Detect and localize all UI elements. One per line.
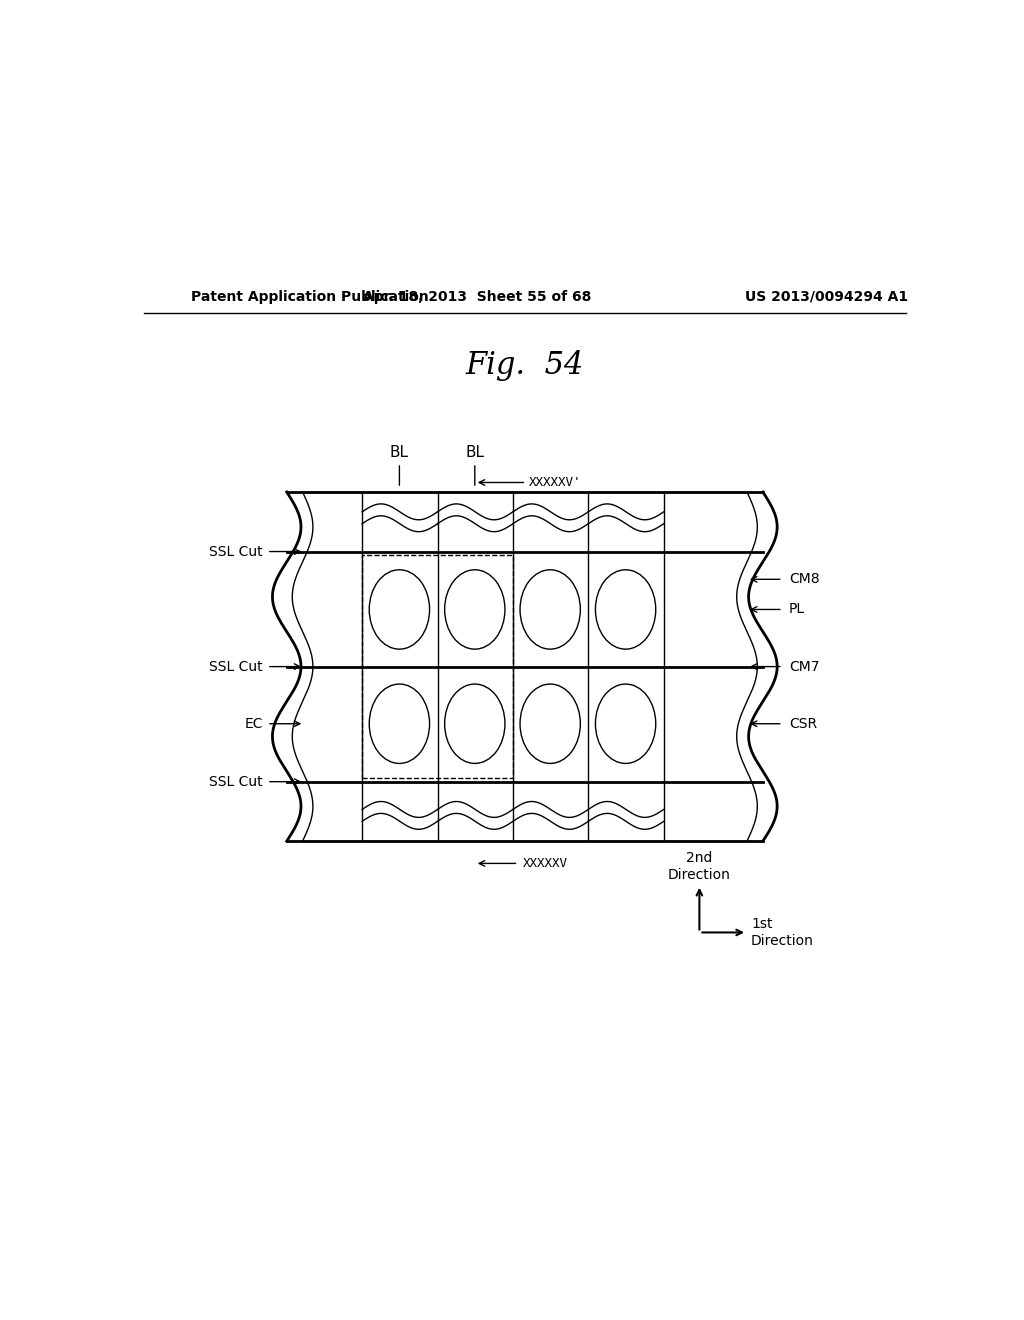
Text: XXXXXV: XXXXXV [522,857,567,870]
Text: Apr. 18, 2013  Sheet 55 of 68: Apr. 18, 2013 Sheet 55 of 68 [362,290,592,304]
Text: SSL Cut: SSL Cut [209,545,263,558]
Text: XXXXXV': XXXXXV' [528,477,582,488]
Text: CSR: CSR [790,717,817,731]
Text: 1st
Direction: 1st Direction [751,917,814,948]
Text: SSL Cut: SSL Cut [209,775,263,788]
Text: BL: BL [390,445,409,486]
Text: Patent Application Publication: Patent Application Publication [191,290,429,304]
Text: 2nd
Direction: 2nd Direction [668,851,731,882]
Text: CM8: CM8 [790,573,819,586]
Bar [362,556,513,777]
Text: US 2013/0094294 A1: US 2013/0094294 A1 [744,290,908,304]
Text: EC: EC [245,717,263,731]
Text: PL: PL [790,602,805,616]
Text: SSL Cut: SSL Cut [209,660,263,673]
Text: BL: BL [465,445,484,486]
Text: CM7: CM7 [790,660,819,673]
Text: Fig.  54: Fig. 54 [466,350,584,380]
